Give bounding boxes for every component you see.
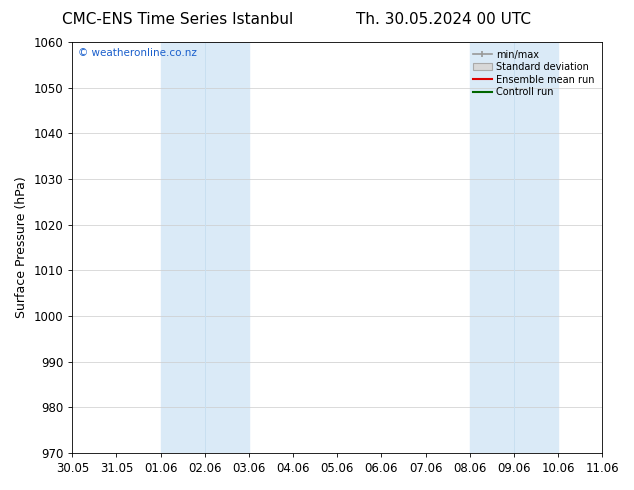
Text: Th. 30.05.2024 00 UTC: Th. 30.05.2024 00 UTC xyxy=(356,12,531,27)
Legend: min/max, Standard deviation, Ensemble mean run, Controll run: min/max, Standard deviation, Ensemble me… xyxy=(470,47,597,100)
Bar xyxy=(160,42,249,453)
Text: CMC-ENS Time Series Istanbul: CMC-ENS Time Series Istanbul xyxy=(62,12,293,27)
Y-axis label: Surface Pressure (hPa): Surface Pressure (hPa) xyxy=(15,176,28,318)
Text: © weatheronline.co.nz: © weatheronline.co.nz xyxy=(77,48,197,58)
Bar xyxy=(470,42,558,453)
